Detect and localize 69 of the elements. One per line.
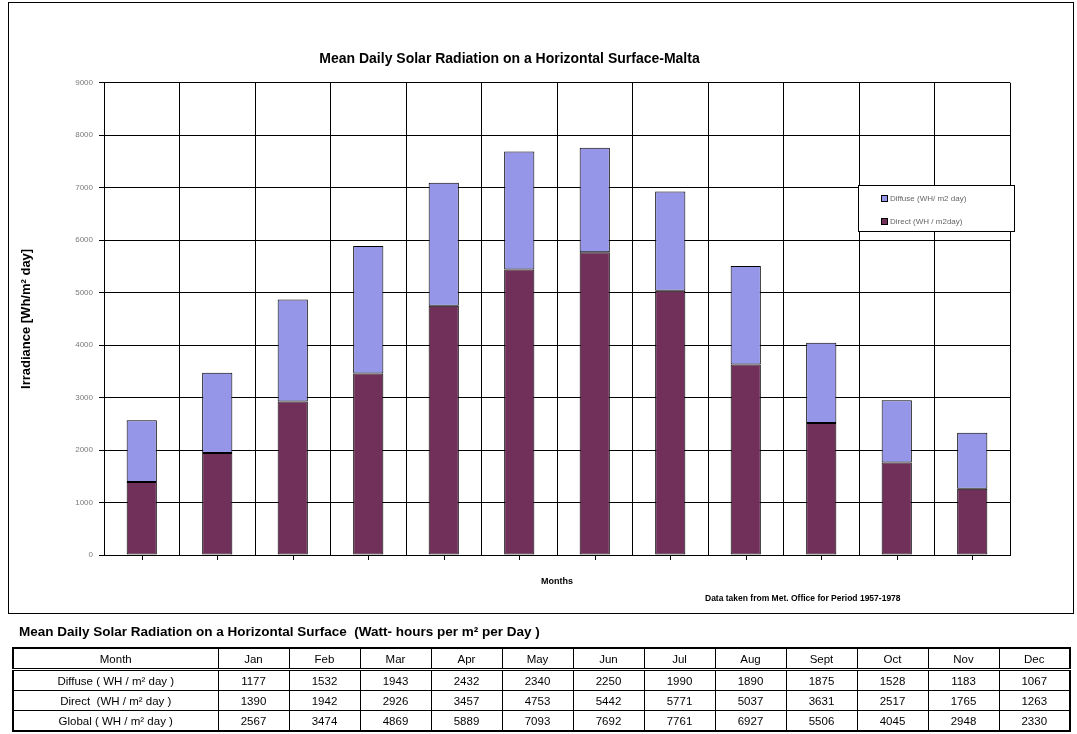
data-label: 1528 <box>857 669 928 691</box>
data-label: 3474 <box>289 710 360 731</box>
legend-label: Diffuse (WH/ m2 day) <box>890 193 967 203</box>
data-label: 5037 <box>715 690 786 711</box>
data-label: 2330 <box>999 710 1070 731</box>
data-label: 7093 <box>502 710 573 731</box>
data-label: 1263 <box>999 690 1070 711</box>
data-label: 2517 <box>857 690 928 711</box>
y-tick-label: 8000 <box>75 130 94 140</box>
data-label: 1390 <box>218 690 289 711</box>
data-label: 1532 <box>289 669 360 691</box>
data-label: 3631 <box>786 690 857 711</box>
data-label: 4045 <box>857 710 928 731</box>
y-tick-label: 7000 <box>75 182 94 192</box>
category-label: Jul <box>644 648 715 670</box>
data-label: 2567 <box>218 710 289 731</box>
data-label: 5506 <box>786 710 857 731</box>
category-label: Feb <box>289 648 360 670</box>
category-label: Nov <box>928 648 999 670</box>
y-tick-label: 4000 <box>75 340 94 350</box>
data-label: 4753 <box>502 690 573 711</box>
data-label: 1890 <box>715 669 786 691</box>
y-tick-label: 0 <box>88 550 94 560</box>
category-label: Oct <box>857 648 928 670</box>
category-label: Apr <box>431 648 502 670</box>
y-tick-label: 3000 <box>75 392 94 402</box>
data-label: 2250 <box>573 669 644 691</box>
data-label: 6927 <box>715 710 786 731</box>
data-label: 1990 <box>644 669 715 691</box>
data-label: 2340 <box>502 669 573 691</box>
category-label: Aug <box>715 648 786 670</box>
category-label: Jun <box>573 648 644 670</box>
data-label: 5889 <box>431 710 502 731</box>
data-label: 1177 <box>218 669 289 691</box>
legend-label: Direct (WH / m2day) <box>890 216 963 226</box>
category-label: Jan <box>218 648 289 670</box>
text: Mean Daily Solar Radiation on a Horizontal Surface (Watt- hours per m² per Day ) <box>19 624 540 639</box>
category-label: Dec <box>999 648 1070 670</box>
y-tick-label: 9000 <box>75 78 94 87</box>
chart-title: Mean Daily Solar Radiation on a Horizontal Surface-Malta <box>319 50 700 67</box>
category-label: May <box>502 648 573 670</box>
data-label: 1067 <box>999 669 1070 691</box>
text: Data taken from Met. Office for Period 1957-1978 <box>705 593 901 603</box>
data-label: 2432 <box>431 669 502 691</box>
text: Global ( WH / m² day ) <box>58 714 173 727</box>
x-axis-title: Months <box>541 576 573 587</box>
category-label: Mar <box>360 648 431 670</box>
category-label: Sept <box>786 648 857 670</box>
data-label: 5771 <box>644 690 715 711</box>
data-label: 2926 <box>360 690 431 711</box>
data-label: 4869 <box>360 710 431 731</box>
data-label: 7692 <box>573 710 644 731</box>
y-tick-label: 2000 <box>75 445 94 455</box>
data-label: 1942 <box>289 690 360 711</box>
data-label: 2948 <box>928 710 999 731</box>
data-label: 3457 <box>431 690 502 711</box>
y-tick-label: 5000 <box>75 287 94 297</box>
data-label: 1875 <box>786 669 857 691</box>
y-tick-label: 1000 <box>75 497 94 507</box>
y-axis-title: Irradiance [Wh/m² day] <box>18 248 34 389</box>
data-label: 1943 <box>360 669 431 691</box>
text: Diffuse ( WH / m² day ) <box>57 674 175 687</box>
data-label: 5442 <box>573 690 644 711</box>
text: Direct (WH / m² day ) <box>60 694 172 707</box>
data-label: 7761 <box>644 710 715 731</box>
data-label: 1765 <box>928 690 999 711</box>
y-tick-label: 6000 <box>75 235 94 245</box>
data-label: 1183 <box>928 669 999 691</box>
text: Month <box>99 652 132 665</box>
